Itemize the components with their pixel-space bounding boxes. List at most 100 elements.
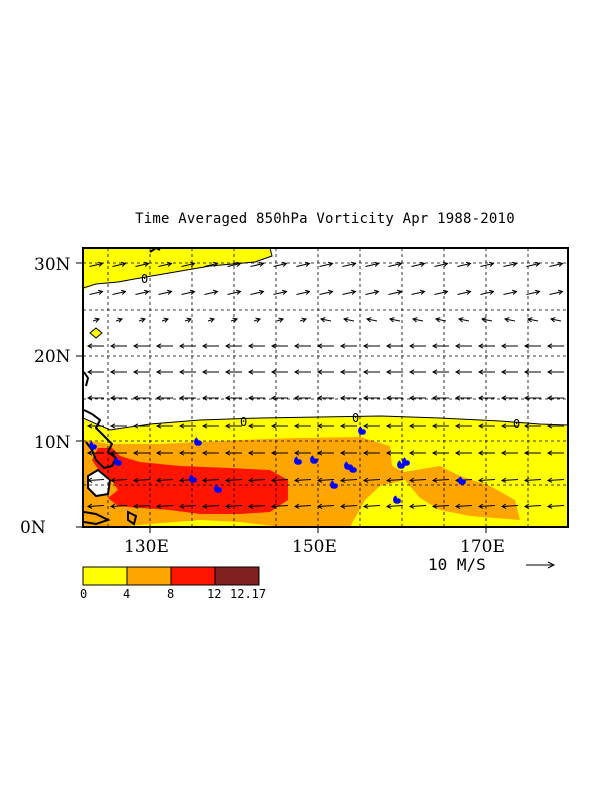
wind-arrow-head: [373, 261, 380, 267]
wind-arrow: [110, 479, 128, 481]
wind-arrow: [317, 479, 335, 481]
wind-arrow-head: [362, 423, 369, 429]
wind-arrow-head: [454, 450, 461, 456]
wind-arrow-head: [557, 289, 564, 295]
wind-arrow: [92, 318, 100, 322]
typhoon-symbol: [311, 456, 317, 466]
wind-arrow-head: [281, 261, 288, 267]
contour-label: 0: [352, 411, 359, 425]
wind-arrow: [365, 263, 379, 267]
wind-arrow-head: [235, 261, 242, 267]
wind-arrow: [161, 318, 169, 322]
typhoon-symbol: [295, 457, 301, 467]
typhoon-symbol: [394, 496, 400, 506]
wind-arrow: [363, 479, 381, 481]
colorbar-swatch-0-4: [82, 566, 128, 586]
lat-label-30n: 30N: [34, 255, 71, 275]
wind-arrow-head: [419, 261, 426, 267]
typhoon-symbol: [350, 465, 356, 475]
wind-arrow-head: [350, 289, 357, 295]
typhoon-symbol: [403, 458, 409, 468]
wind-arrow: [296, 263, 310, 267]
wind-arrow-head: [339, 503, 346, 509]
wind-arrow-head: [385, 450, 392, 456]
wind-arrow-head: [186, 317, 192, 323]
wind-arrow: [158, 291, 172, 295]
wind-arrow-head: [109, 423, 116, 429]
wind-arrow: [227, 263, 241, 267]
wind-arrow: [409, 479, 427, 481]
wind-arrow-head: [316, 423, 323, 429]
wind-arrow: [89, 263, 103, 267]
wind-arrow-head: [488, 261, 495, 267]
lon-label-150e: 150E: [292, 537, 337, 557]
wind-arrow-head: [301, 317, 307, 323]
wind-arrow-head: [132, 369, 139, 375]
plot-frame: [82, 247, 569, 528]
wind-arrow-head: [500, 477, 507, 483]
wind-arrow-head: [201, 343, 208, 349]
vorticity-patch-small: [90, 328, 102, 338]
wind-arrow-head: [178, 477, 185, 483]
wind-arrow: [434, 291, 448, 295]
wind-arrow-head: [178, 343, 185, 349]
wind-arrow-head: [339, 343, 346, 349]
wind-arrow-head: [258, 261, 265, 267]
wind-arrow: [343, 318, 355, 322]
wind-arrow-head: [109, 343, 116, 349]
wind-arrow: [250, 263, 264, 267]
wind-arrow-head: [408, 450, 415, 456]
wind-arrow-head: [178, 503, 185, 509]
wind-arrow-head: [132, 477, 139, 483]
colorbar-tick-label: 0: [80, 587, 87, 601]
wind-arrow: [549, 263, 563, 267]
wind-arrow: [89, 291, 103, 295]
wind-arrow-head: [316, 343, 323, 349]
wind-arrow: [202, 479, 220, 481]
wind-arrow-head: [293, 503, 300, 509]
wind-arrow-head: [362, 503, 369, 509]
wind-arrow-head: [109, 450, 116, 456]
wind-arrow: [547, 479, 565, 481]
contour-label: 0: [513, 417, 520, 431]
wind-arrow-head: [477, 477, 484, 483]
wind-arrow-head: [86, 503, 93, 509]
wind-arrow: [455, 505, 473, 507]
wind-arrow-head: [201, 423, 208, 429]
wind-arrow-head: [373, 289, 380, 295]
wind-arrow: [363, 505, 381, 507]
wind-arrow-head: [270, 395, 277, 401]
wind-arrow: [480, 291, 494, 295]
wind-arrow: [138, 318, 146, 322]
colorbar-swatch-12-plus: [214, 566, 260, 586]
colorbar-tick-label: 4: [123, 587, 130, 601]
colorbar-tick-label: 12.17: [230, 587, 266, 601]
wind-arrow-head: [132, 395, 139, 401]
wind-arrow-head: [293, 395, 300, 401]
wind-arrow-head: [362, 395, 369, 401]
wind-arrow: [388, 291, 402, 295]
contour-label: 0: [240, 415, 247, 429]
wind-arrow-head: [385, 369, 392, 375]
wind-arrow-head: [270, 477, 277, 483]
lat-label-0n: 0N: [20, 518, 46, 538]
wind-arrow-head: [454, 477, 461, 483]
wind-arrow: [299, 318, 307, 322]
wind-arrow-head: [408, 423, 415, 429]
wind-arrow-head: [500, 423, 507, 429]
wind-arrow-head: [408, 477, 415, 483]
wind-arrow-head: [201, 369, 208, 375]
wind-arrow: [340, 505, 358, 507]
wind-arrow-head: [523, 477, 530, 483]
wind-arrow: [204, 263, 218, 267]
wind-arrow-head: [419, 289, 426, 295]
grid-lines: [83, 248, 568, 527]
wind-arrow-head: [388, 317, 395, 323]
wind-arrow: [184, 318, 192, 322]
wind-arrow: [112, 291, 126, 295]
wind-arrow: [320, 318, 332, 322]
wind-arrow-head: [503, 317, 510, 323]
wind-arrow-head: [293, 423, 300, 429]
wind-arrow-head: [132, 423, 139, 429]
wind-arrow-head: [431, 343, 438, 349]
